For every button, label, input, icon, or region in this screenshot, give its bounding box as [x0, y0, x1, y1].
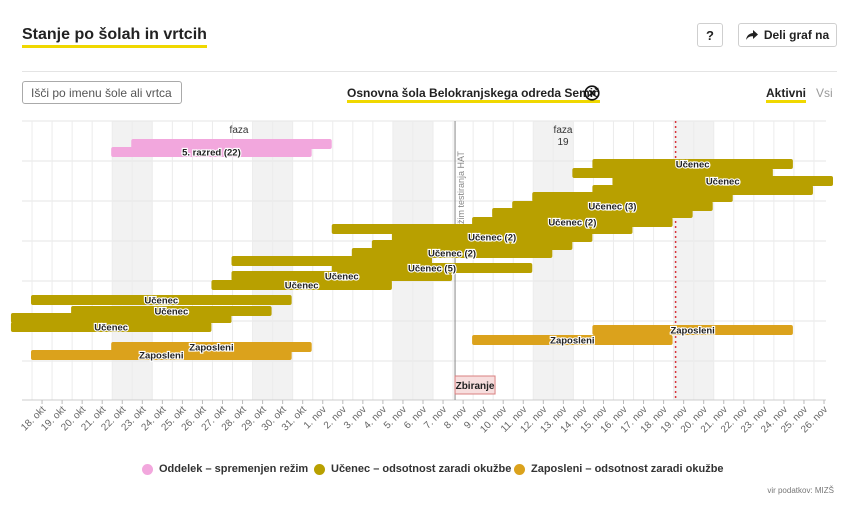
selected-school-name: Osnovna šola Belokranjskega odreda Semič: [347, 86, 600, 103]
bar-label: Učenec: [676, 160, 710, 171]
legend-label-ucenec: Učenec – odsotnost zaradi okužbe: [331, 463, 512, 475]
bar-ucenec: [31, 295, 292, 305]
share-button[interactable]: Deli graf na: [738, 23, 837, 47]
bar-ucenec: [572, 168, 773, 178]
bar-label: Zaposleni: [670, 326, 714, 337]
phase-label: faza: [554, 125, 573, 136]
bar-label: Učenec: [706, 177, 740, 188]
bar-ucenec: [492, 208, 693, 218]
header-divider: [22, 71, 837, 72]
legend-item-zaposleni[interactable]: Zaposleni – odsotnost zaradi okužbe: [514, 463, 724, 475]
bar-ucenec: [10, 322, 212, 332]
weekend-band: [553, 121, 574, 400]
close-icon[interactable]: [584, 85, 600, 101]
tab-active[interactable]: Aktivni: [766, 86, 807, 103]
bar-zaposleni: [592, 325, 793, 335]
hat-marker-label: režim testiranja HAT: [456, 151, 466, 232]
bar-label: Učenec (5): [408, 264, 456, 275]
bar-ucenec: [612, 176, 833, 186]
bar-ucenec: [391, 232, 593, 242]
bar-label: Zaposleni: [189, 343, 233, 354]
legend-swatch-ucenec: [314, 463, 325, 475]
bar-oddelek: [111, 147, 312, 157]
data-source: vir podatkov: MIZŠ: [767, 486, 834, 495]
help-button[interactable]: ?: [697, 23, 723, 47]
bar-label: Učenec (3): [588, 202, 636, 213]
weekend-band: [533, 121, 554, 400]
bar-oddelek: [131, 139, 332, 149]
bar-ucenec: [532, 192, 733, 202]
phase-label: faza: [230, 125, 249, 136]
bar-ucenec: [231, 271, 453, 281]
bar-label: Učenec: [285, 281, 319, 292]
search-input[interactable]: [22, 81, 182, 104]
legend-item-ucenec[interactable]: Učenec – odsotnost zaradi okužbe: [314, 463, 511, 475]
bar-ucenec: [371, 240, 573, 250]
bar-ucenec: [351, 248, 553, 258]
bar-label: Učenec: [325, 272, 359, 283]
bar-zaposleni: [111, 342, 312, 352]
bar-ucenec: [10, 313, 232, 323]
legend-swatch-oddelek: [142, 463, 153, 475]
share-button-label: Deli graf na: [763, 28, 830, 42]
bar-label: Zaposleni: [550, 336, 594, 347]
bar-ucenec: [592, 159, 793, 169]
legend-item-oddelek[interactable]: Oddelek – spremenjen režim: [142, 463, 308, 475]
share-arrow-icon: [745, 29, 758, 40]
legend-label-oddelek: Oddelek – spremenjen režim: [159, 463, 309, 475]
tab-all[interactable]: Vsi: [816, 86, 833, 100]
event-marker-box: [454, 375, 496, 395]
bar-label: Učenec: [144, 296, 178, 307]
event-marker-label: Zbiranje: [456, 381, 495, 392]
bar-label: Učenec (2): [548, 218, 596, 229]
bar-zaposleni: [472, 335, 673, 345]
bar-ucenec: [211, 280, 392, 290]
bar-label: 5. razred (22): [182, 148, 241, 159]
bar-label: Učenec (2): [428, 249, 476, 260]
bar-ucenec: [331, 263, 533, 273]
legend-label-zaposleni: Zaposleni – odsotnost zaradi okužbe: [531, 463, 724, 475]
bar-ucenec: [331, 224, 633, 234]
legend-swatch-zaposleni: [514, 463, 525, 475]
bar-label: Zaposleni: [139, 351, 183, 362]
phase-label: 19: [557, 137, 569, 148]
page-title: Stanje po šolah in vrtcih: [22, 26, 207, 48]
bar-label: Učenec: [154, 307, 188, 318]
bar-zaposleni: [31, 350, 292, 360]
bar-label: Učenec (2): [468, 233, 516, 244]
bar-label: Učenec: [94, 323, 128, 334]
